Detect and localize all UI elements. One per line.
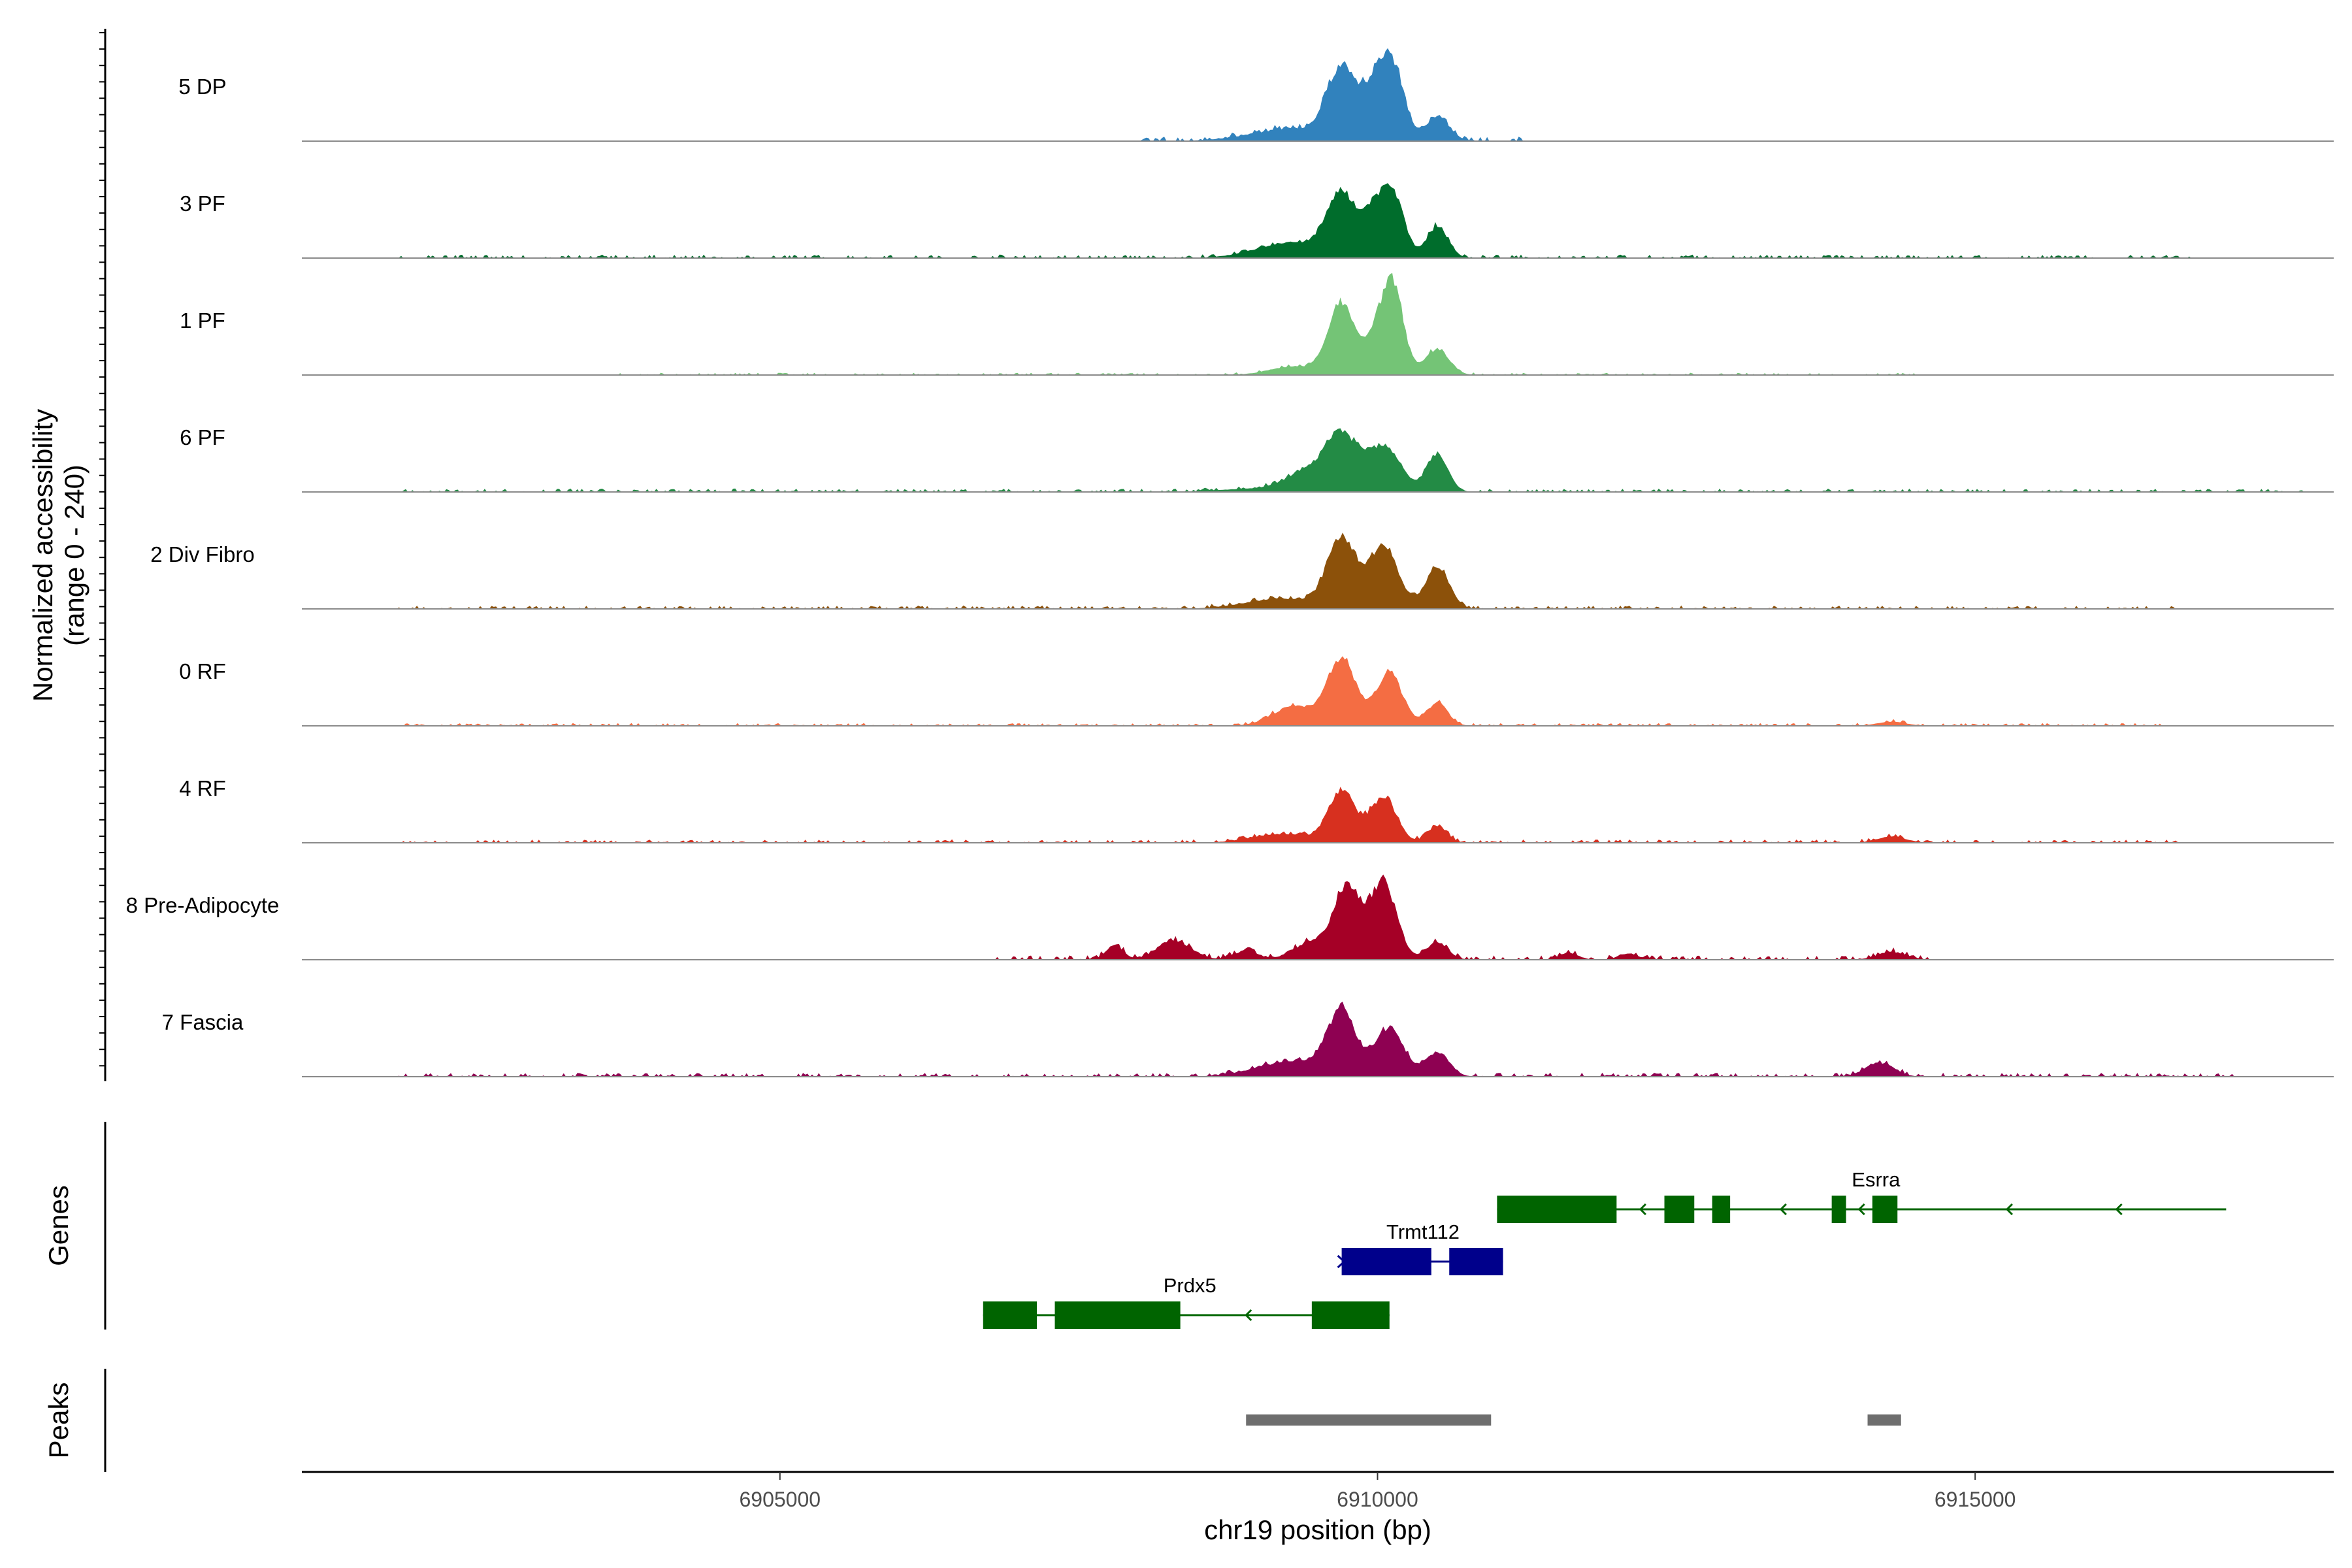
strand-arrow [1779,1203,1787,1216]
gene-exon [1497,1196,1617,1223]
coverage-area [302,272,2334,375]
track-label: 3 PF [180,191,225,216]
track-4-rf: 4 RF [179,776,2334,843]
track-label: 6 PF [180,425,225,449]
left-labels: Normalized accessibility (range 0 - 240)… [27,29,106,1472]
strand-arrow [1857,1203,1865,1216]
y-axis-title-line2: (range 0 - 240) [59,465,90,646]
accessibility-tracks: 5 DP 3 PF 1 PF 6 PF 2 Div Fibro 0 RF 4 RF 8 Pre… [126,48,2334,1077]
gene-trmt112: Trmt112 [1337,1220,1503,1275]
gene-label: Prdx5 [1164,1274,1217,1297]
coverage-area [302,428,2334,492]
coverage-area [302,1002,2334,1077]
strand-arrow [2005,1203,2014,1216]
track-label: 8 Pre-Adipocyte [126,893,280,917]
track-8-pre-adipocyte: 8 Pre-Adipocyte [126,874,2334,960]
track-6-pf: 6 PF [180,425,2334,493]
gene-exon [1341,1248,1431,1275]
gene-track: Esrra Trmt112 Prdx5 [983,1168,2227,1329]
strand-arrow [1245,1309,1252,1322]
track-label: 5 DP [178,74,226,99]
gene-esrra: Esrra [1497,1168,2227,1223]
gene-exon [1311,1301,1390,1329]
track-0-rf: 0 RF [179,656,2334,727]
coverage-area [302,48,2334,141]
peak-region [1246,1414,1492,1426]
track-label: 4 RF [179,776,226,800]
x-tick-label: 6905000 [739,1488,821,1511]
coverage-area [302,532,2334,609]
gene-exon [1831,1196,1846,1223]
y-axis-title-line1: Normalized accessibility [27,409,58,702]
track-7-fascia: 7 Fascia [162,1002,2334,1077]
coverage-area [302,183,2334,258]
gene-label: Esrra [1852,1168,1901,1191]
track-2-div-fibro: 2 Div Fibro [150,532,2334,610]
track-1-pf: 1 PF [180,272,2334,376]
gene-exon [1449,1248,1503,1275]
x-axis: chr19 position (bp) 6905000 6910000 691500… [302,1471,2334,1545]
track-5-dp: 5 DP [178,48,2334,142]
track-label: 0 RF [179,659,226,683]
coverage-area [302,787,2334,843]
peak-track [1246,1414,1901,1426]
gene-exon [983,1301,1037,1329]
strand-arrow [1639,1203,1647,1216]
gene-prdx5: Prdx5 [983,1274,1390,1329]
gene-label: Trmt112 [1386,1220,1460,1243]
track-label: 1 PF [180,308,225,333]
strand-arrow [2115,1203,2123,1216]
track-3-pf: 3 PF [180,183,2334,259]
peak-region [1867,1414,1901,1426]
gene-exon [1664,1196,1695,1223]
gene-exon [1712,1196,1731,1223]
coverage-area [302,874,2334,960]
x-tick-label: 6910000 [1337,1488,1418,1511]
genes-axis-label: Genes [43,1185,74,1266]
gene-exon [1872,1196,1898,1223]
track-label: 7 Fascia [162,1010,244,1034]
x-axis-title: chr19 position (bp) [1204,1514,1431,1545]
peaks-axis-label: Peaks [43,1382,74,1459]
gene-exon [1054,1301,1181,1329]
track-label: 2 Div Fibro [150,542,255,566]
coverage-area [302,656,2334,726]
x-tick-label: 6915000 [1935,1488,2016,1511]
